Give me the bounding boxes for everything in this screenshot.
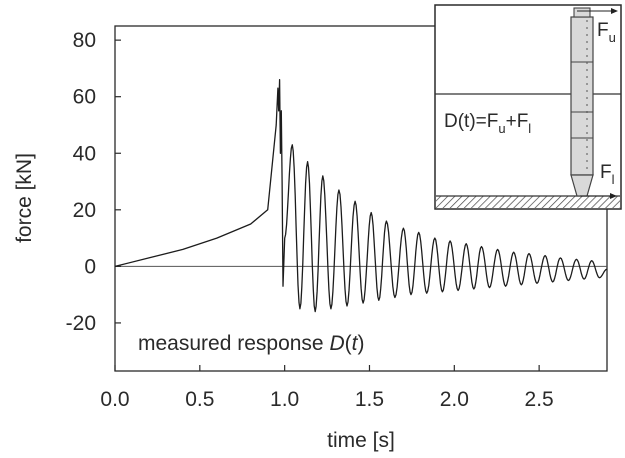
y-tick-label: 80: [73, 29, 96, 52]
x-axis-ticks: 0.0 0.5 1.0 1.5 2.0 2.5: [100, 365, 554, 411]
y-axis-ticks: 80 60 40 20 0 -20: [66, 29, 121, 335]
pile-cap: [573, 7, 591, 18]
y-tick-label: 60: [73, 86, 96, 109]
x-tick-label: 2.5: [525, 388, 554, 411]
annotation-label: measured response D(t): [138, 332, 364, 355]
pile-body: [570, 16, 594, 176]
x-tick-label: 1.0: [270, 388, 299, 411]
x-tick-label: 1.5: [355, 388, 384, 411]
y-tick-label: 20: [73, 199, 96, 222]
y-tick-label: -20: [66, 312, 96, 335]
upper-force-label: Fu: [597, 20, 616, 45]
plot-area: 0.0 0.5 1.0 1.5 2.0 2.5 80 60 40 20 0 -20: [66, 25, 608, 411]
y-axis-label: force [kN]: [13, 153, 36, 243]
x-tick-label: 2.0: [440, 388, 469, 411]
equation-label: D(t)=Fu+Fl: [444, 111, 531, 136]
x-axis-label: time [s]: [327, 429, 395, 452]
lower-force-arrowhead: [610, 193, 617, 199]
ground-hatch: [436, 196, 620, 208]
lower-force-label: Fl: [600, 162, 615, 187]
x-tick-label: 0.5: [185, 388, 214, 411]
x-tick-label: 0.0: [100, 388, 129, 411]
upper-force-arrowhead: [611, 8, 618, 14]
pile-schematic-inset: Fu Fl D(t)=Fu+Fl: [434, 4, 622, 210]
y-tick-label: 0: [84, 255, 96, 278]
measured-response-line: [114, 79, 608, 313]
y-tick-label: 40: [73, 142, 96, 165]
